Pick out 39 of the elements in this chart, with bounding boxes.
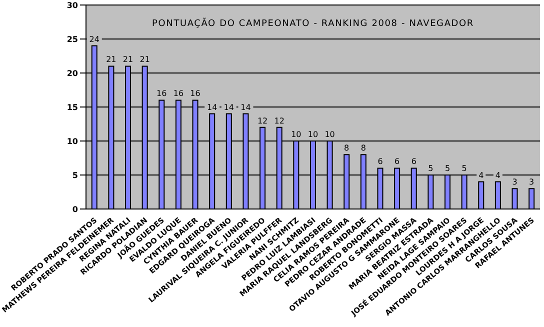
data-label: 21 [106, 55, 116, 64]
data-label: 6 [394, 157, 400, 166]
data-label: 16 [173, 89, 184, 98]
y-tick-label: 0 [72, 204, 78, 214]
bar [478, 181, 484, 209]
y-tick-label: 25 [66, 34, 78, 44]
data-label: 10 [308, 130, 318, 139]
data-label: 10 [324, 130, 335, 139]
y-tick-label: 30 [66, 0, 78, 10]
data-label: 16 [156, 89, 167, 98]
y-tick-label: 5 [72, 170, 78, 180]
data-label: 5 [428, 164, 434, 173]
data-label: 6 [378, 157, 383, 166]
text: PONTUAÇÃO DO CAMPEONATO - RANKING 2008 - NAVEGADOR [152, 17, 474, 29]
data-label: 14 [206, 102, 218, 112]
y-tick-label: 20 [66, 68, 78, 78]
data-label: 12 [257, 116, 268, 126]
data-label: 3 [529, 178, 534, 187]
bar [528, 188, 535, 209]
data-label: 8 [360, 144, 366, 153]
data-label: 8 [344, 144, 350, 153]
bar [494, 181, 501, 209]
data-label: 5 [444, 164, 450, 173]
data-label: 10 [291, 130, 302, 139]
data-label: 6 [411, 157, 416, 166]
data-label: 4 [495, 170, 500, 180]
data-label: 3 [512, 178, 518, 187]
y-tick-label: 15 [66, 102, 78, 112]
data-label: 4 [478, 170, 484, 180]
y-tick-label: 10 [66, 136, 78, 146]
bar [512, 188, 518, 209]
data-label: 5 [462, 164, 467, 173]
data-label: 21 [122, 55, 134, 64]
data-label: 16 [190, 89, 200, 98]
data-label: 24 [89, 34, 100, 44]
data-label: 21 [140, 55, 150, 64]
data-label: 14 [240, 102, 251, 112]
data-label: 12 [274, 116, 284, 126]
data-label: 14 [224, 102, 234, 112]
